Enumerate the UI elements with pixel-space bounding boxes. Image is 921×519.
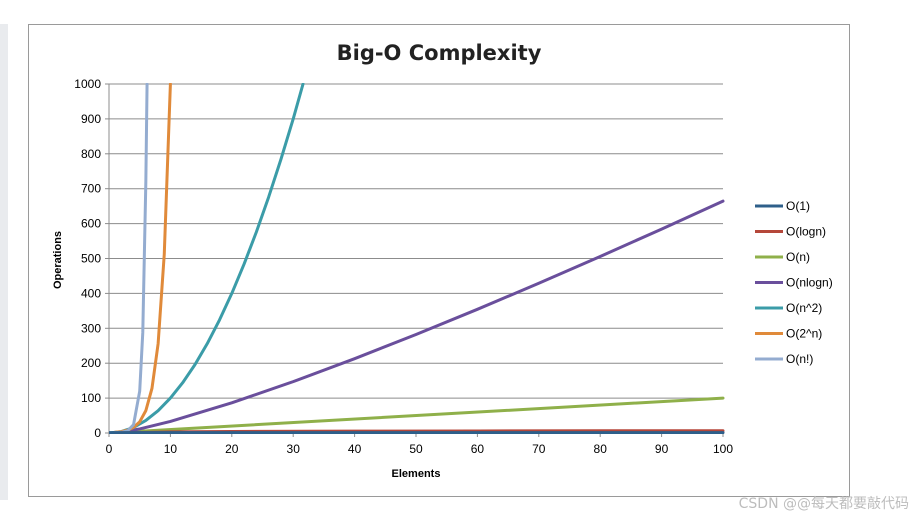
x-tick-label: 60 [471, 442, 485, 456]
legend-label: O(n!) [786, 352, 813, 366]
y-tick-label: 600 [81, 217, 101, 231]
y-tick-label: 400 [81, 286, 101, 300]
x-tick-label: 10 [164, 442, 178, 456]
y-axis-label: Operations [52, 231, 64, 289]
y-tick-label: 1000 [74, 77, 101, 91]
y-tick-label: 800 [81, 147, 101, 161]
legend-label: O(1) [786, 199, 810, 213]
x-tick-label: 30 [287, 442, 301, 456]
y-tick-label: 0 [94, 426, 101, 440]
x-tick-label: 80 [594, 442, 608, 456]
y-tick-label: 100 [81, 391, 101, 405]
y-tick-label: 500 [81, 252, 101, 266]
series-line-O(n^2) [109, 83, 305, 434]
x-tick-label: 70 [532, 442, 546, 456]
legend-label: O(logn) [786, 225, 826, 239]
x-tick-label: 90 [655, 442, 669, 456]
x-tick-label: 40 [348, 442, 362, 456]
series-line-O(n) [109, 396, 725, 434]
watermark-text: CSDN @@每天都要敲代码 [738, 496, 909, 512]
big-o-chart: Big-O Complexity 01002003004005006007008… [52, 41, 833, 480]
series-line-O(nlogn) [113, 199, 725, 434]
chart-container: Big-O Complexity 0 100 200 300 400 500 600 700 8… [28, 24, 850, 497]
y-tick-label: 300 [81, 321, 101, 335]
x-tick-label: 0 [106, 442, 113, 456]
x-axis-label: Elements [392, 468, 441, 480]
x-tick-label: 20 [225, 442, 239, 456]
chart-title: Big-O Complexity [337, 41, 542, 65]
side-panel-strip [0, 24, 8, 500]
legend-label: O(n) [786, 250, 810, 264]
legend-label: O(n^2) [786, 301, 822, 315]
x-tick-label: 100 [713, 442, 733, 456]
y-tick-label: 900 [81, 112, 101, 126]
x-tick-label: 50 [409, 442, 423, 456]
legend-label: O(2^n) [786, 327, 822, 341]
y-tick-label: 200 [81, 356, 101, 370]
legend-label: O(nlogn) [786, 276, 833, 290]
y-tick-label: 700 [81, 182, 101, 196]
